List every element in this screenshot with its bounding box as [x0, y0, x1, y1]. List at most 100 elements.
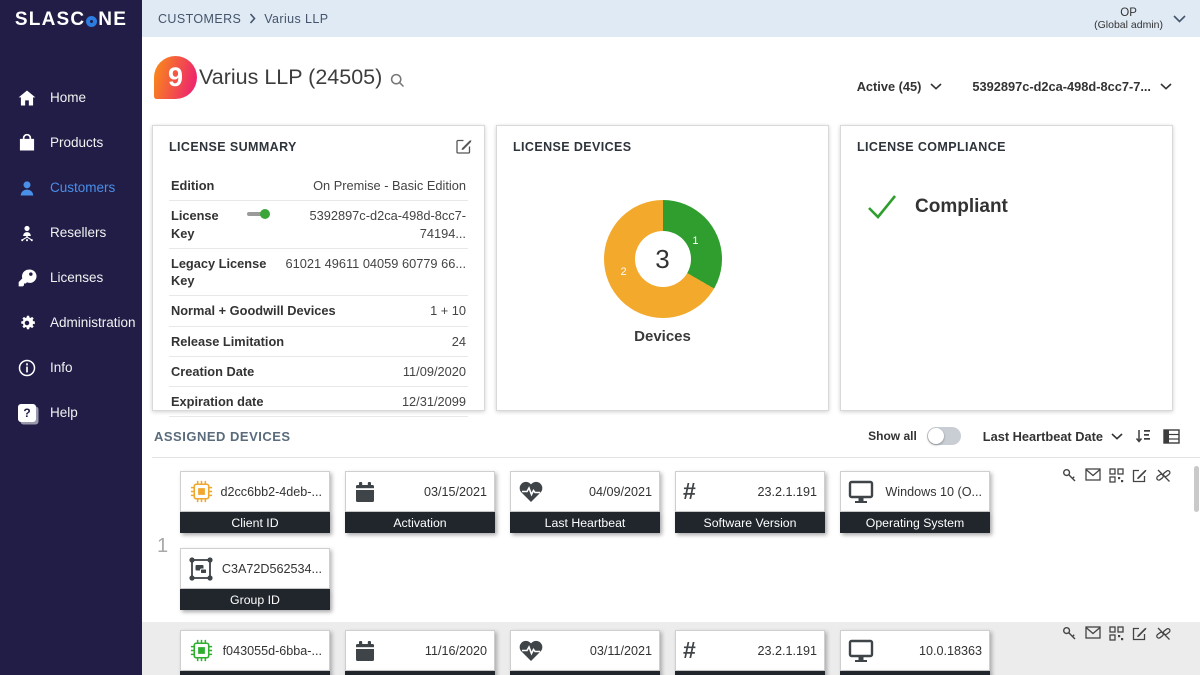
tile-activation: 11/16/2020 Activation	[345, 630, 495, 675]
page-title: Varius LLP (24505)	[199, 65, 383, 89]
sort-order-icon[interactable]	[1135, 428, 1151, 444]
avatar-digit: 9	[167, 62, 184, 92]
unlink-icon[interactable]	[1155, 626, 1172, 641]
chevron-down-icon	[1160, 83, 1172, 90]
sidebar-item-label: Products	[50, 135, 104, 150]
card-title: LICENSE SUMMARY	[169, 140, 297, 154]
sidebar-item-products[interactable]: Products	[0, 120, 142, 165]
qr-code-icon[interactable]	[1109, 626, 1124, 641]
tile-operating-system: 10.0.18363 Operating System	[840, 630, 990, 675]
license-summary-card: LICENSE SUMMARY Edition On Premise - Bas…	[152, 125, 485, 418]
sidebar-item-resellers[interactable]: Resellers	[0, 210, 142, 255]
mail-icon[interactable]	[1085, 626, 1101, 641]
card-title: LICENSE COMPLIANCE	[857, 140, 1006, 154]
device-row: f043055d-6bba-... Client ID 11/16/2020 A…	[142, 622, 1200, 675]
summary-row-creation-date: Creation Date 11/09/2020	[169, 357, 468, 388]
sidebar-item-info[interactable]: Info	[0, 345, 142, 390]
device-tiles: f043055d-6bba-... Client ID 11/16/2020 A…	[180, 630, 1010, 675]
key-icon[interactable]	[1062, 468, 1077, 483]
tile-activation: 03/15/2021 Activation	[345, 471, 495, 533]
assigned-devices-title: ASSIGNED DEVICES	[154, 428, 291, 444]
sidebar-item-customers[interactable]: Customers	[0, 165, 142, 210]
info-icon	[17, 358, 37, 378]
edit-icon[interactable]	[456, 138, 472, 154]
show-all-label: Show all	[868, 429, 917, 443]
edit-icon[interactable]	[1132, 626, 1147, 641]
sidebar-item-administration[interactable]: Administration	[0, 300, 142, 345]
logo-text-suffix: NE	[98, 9, 128, 30]
sidebar-item-home[interactable]: Home	[0, 75, 142, 120]
license-key-toggle-icon[interactable]	[247, 209, 270, 220]
compliance-status-row: Compliant	[867, 194, 1156, 220]
gear-icon	[17, 313, 37, 333]
monitor-icon	[848, 639, 874, 662]
devices-donut-chart: 3 1 2 Devices	[513, 200, 812, 345]
user-role: (Global admin)	[1094, 18, 1163, 31]
unlink-icon[interactable]	[1155, 468, 1172, 483]
sidebar-item-label: Info	[50, 360, 73, 375]
license-devices-card: LICENSE DEVICES 3 1 2 Devices	[496, 125, 829, 411]
calendar-icon	[356, 640, 374, 661]
mail-icon[interactable]	[1085, 468, 1101, 483]
sort-dropdown-label: Last Heartbeat Date	[982, 428, 1103, 444]
sidebar-item-label: Customers	[50, 180, 116, 195]
assigned-devices-header: ASSIGNED DEVICES Show all Last Heartbeat…	[154, 427, 1180, 445]
license-selector-dropdown[interactable]: 5392897c-d2ca-498d-8cc7-7...	[972, 79, 1172, 94]
tile-software-version: 23.2.1.191 Software Version	[675, 630, 825, 675]
device-row-actions	[1062, 468, 1172, 483]
table-view-icon[interactable]	[1163, 428, 1180, 444]
sidebar-item-label: Resellers	[50, 225, 107, 240]
topbar: CUSTOMERS Varius LLP OP (Global admin)	[142, 0, 1200, 37]
logo-o-icon	[86, 16, 98, 27]
divider	[152, 457, 1200, 458]
chevron-down-icon	[1111, 432, 1123, 440]
summary-row-devices: Normal + Goodwill Devices 1 + 10	[169, 296, 468, 327]
sidebar: SLASC NE Home Products Customers Reseller…	[0, 0, 142, 675]
tile-last-heartbeat: 04/09/2021 Last Heartbeat	[510, 471, 660, 533]
hash-icon	[683, 480, 696, 503]
heartbeat-icon	[519, 640, 543, 661]
device-tiles: d2cc6bb2-4deb-... Client ID 03/15/2021 A…	[180, 471, 1010, 610]
person-icon	[17, 178, 37, 198]
user-initials: OP	[1120, 6, 1137, 19]
page-header: 9 Varius LLP (24505)	[154, 56, 405, 99]
chip-icon	[190, 480, 213, 503]
sidebar-item-help[interactable]: Help	[0, 390, 142, 435]
group-icon	[189, 556, 213, 581]
breadcrumb-parent[interactable]: CUSTOMERS	[158, 11, 242, 26]
search-icon[interactable]	[390, 73, 405, 88]
summary-cards: LICENSE SUMMARY Edition On Premise - Bas…	[152, 125, 1173, 418]
reseller-network-icon	[17, 223, 37, 243]
compliance-status: Compliant	[915, 196, 1008, 217]
app-logo[interactable]: SLASC NE	[0, 9, 142, 31]
logo-text-prefix: SLASC	[14, 9, 86, 30]
edit-icon[interactable]	[1132, 468, 1147, 483]
key-icon[interactable]	[1062, 626, 1077, 641]
sort-dropdown[interactable]: Last Heartbeat Date	[983, 429, 1123, 444]
monitor-icon	[848, 480, 874, 503]
user-menu[interactable]: OP (Global admin)	[1094, 7, 1186, 31]
chevron-down-icon	[1173, 14, 1186, 23]
donut-ring: 3 1 2	[603, 200, 722, 318]
summary-row-release-limitation: Release Limitation 24	[169, 327, 468, 357]
status-filter-dropdown[interactable]: Active (45)	[857, 79, 943, 94]
qr-code-icon[interactable]	[1109, 468, 1124, 483]
row-index: 1	[157, 535, 169, 557]
status-filter-label: Active (45)	[856, 79, 922, 94]
device-row: 1 d2cc6bb2-4deb-... Client ID 03/15/2021	[142, 458, 1200, 622]
summary-row-license-key: License Key 5392897c-d2ca-498d-8cc7-7419…	[169, 201, 468, 249]
device-row-actions	[1062, 626, 1172, 641]
calendar-icon	[356, 481, 374, 502]
key-icon	[17, 268, 37, 288]
donut-slice-label-amber: 2	[620, 266, 627, 278]
tile-client-id: d2cc6bb2-4deb-... Client ID	[180, 471, 330, 533]
summary-row-legacy-license-key: Legacy License Key 61021 49611 04059 607…	[169, 249, 468, 297]
summary-row-expiration-date: Expiration date 12/31/2099	[169, 387, 468, 418]
scrollbar[interactable]	[1194, 466, 1199, 512]
sidebar-item-licenses[interactable]: Licenses	[0, 255, 142, 300]
tile-client-id: f043055d-6bba-... Client ID	[180, 630, 330, 675]
show-all-toggle[interactable]	[926, 427, 961, 445]
check-icon	[868, 195, 897, 219]
breadcrumb: CUSTOMERS Varius LLP	[158, 12, 328, 26]
sidebar-nav: Home Products Customers Resellers Licens…	[0, 75, 142, 435]
